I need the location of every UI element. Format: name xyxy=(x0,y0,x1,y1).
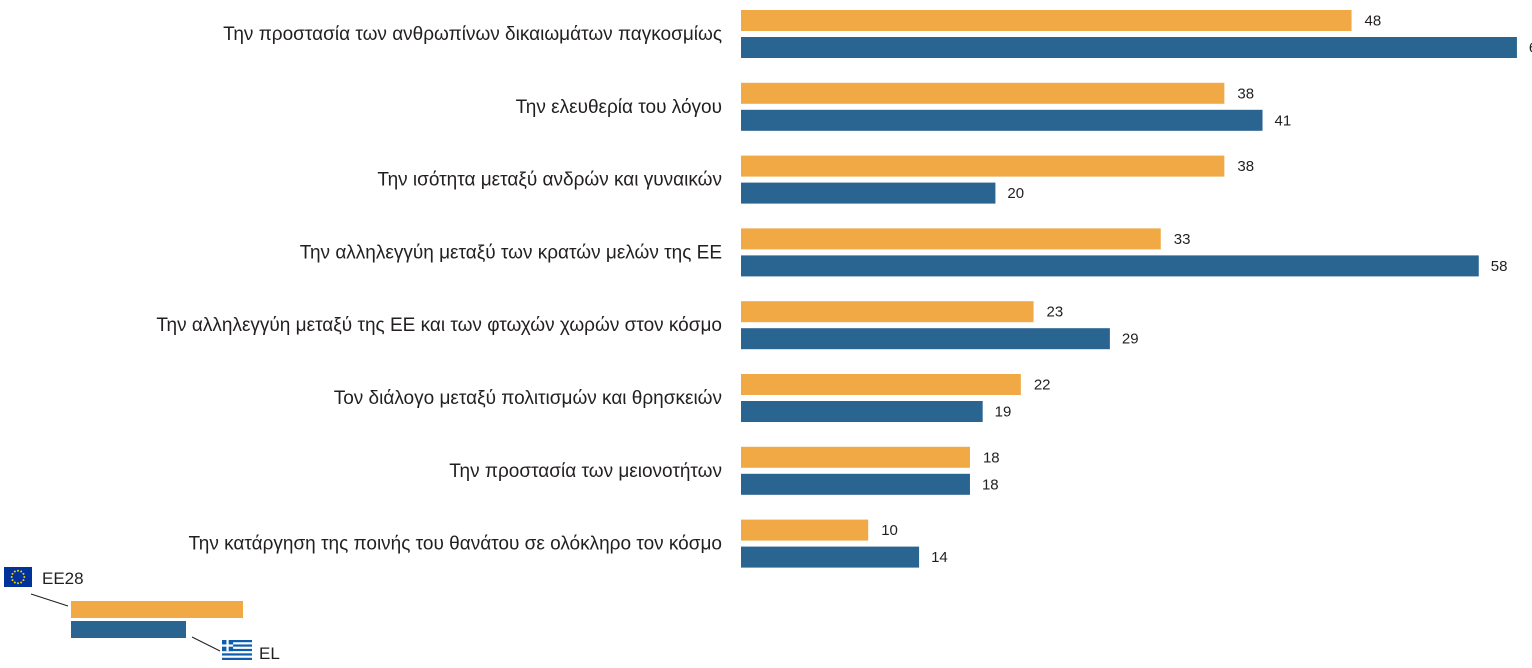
greek-flag-stripe xyxy=(222,644,252,647)
bar-el xyxy=(741,182,996,204)
bar-ee28 xyxy=(741,519,869,541)
bar-ee28 xyxy=(741,446,970,468)
eu-flag-star xyxy=(20,581,23,584)
bar-ee28 xyxy=(741,301,1034,323)
bar-el xyxy=(741,473,970,495)
eu-flag-icon xyxy=(4,567,32,587)
eu-flag-star xyxy=(23,576,26,578)
category-label: Τον διάλογο μεταξύ πολιτισμών και θρησκε… xyxy=(334,388,722,409)
bar-el xyxy=(741,255,1479,277)
value-label-el: 19 xyxy=(995,404,1012,421)
value-label-ee28: 33 xyxy=(1174,231,1191,248)
bar-el xyxy=(741,546,920,568)
eu-flag-star xyxy=(11,572,14,575)
bar-ee28 xyxy=(741,374,1021,395)
bar-group: Την προστασία των μειονοτήτων 18 18 xyxy=(449,446,1000,495)
category-label: Την προστασία των μειονοτήτων xyxy=(449,461,722,482)
category-label: Την κατάργηση της ποινής του θανάτου σε … xyxy=(189,534,722,555)
legend: ΕΕ28 EL xyxy=(4,567,280,663)
bar-ee28 xyxy=(741,155,1225,177)
value-label-el: 41 xyxy=(1275,112,1292,129)
value-label-ee28: 38 xyxy=(1237,158,1254,175)
bar-group: Την κατάργηση της ποινής του θανάτου σε … xyxy=(189,519,948,568)
category-label: Την ελευθερία του λόγου xyxy=(516,97,722,118)
greek-flag-stripe xyxy=(222,648,252,652)
bar-ee28 xyxy=(741,228,1161,250)
greek-flag-stripe xyxy=(222,640,252,643)
bar-group: Την ελευθερία του λόγου 38 41 xyxy=(516,82,1292,131)
eu-flag-star xyxy=(20,570,23,573)
bar-group: Την ισότητα μεταξύ ανδρών και γυναικών 38… xyxy=(377,155,1254,204)
legend-connector-el xyxy=(191,636,221,652)
eu-flag-star xyxy=(11,579,14,582)
value-label-el: 14 xyxy=(931,549,948,566)
value-label-el: 58 xyxy=(1491,258,1508,275)
value-label-ee28: 10 xyxy=(881,522,898,539)
eu-flag-star xyxy=(10,576,13,578)
category-label: Την αλληλεγγύη μεταξύ της ΕΕ και των φτω… xyxy=(156,315,722,336)
value-label-el: 29 xyxy=(1122,331,1139,348)
bar-ee28 xyxy=(741,10,1352,31)
bar-ee28 xyxy=(741,82,1225,104)
value-label-el: 61 xyxy=(1529,40,1532,57)
value-label-ee28: 38 xyxy=(1237,85,1254,102)
category-label: Την προστασία των ανθρωπίνων δικαιωμάτων… xyxy=(223,24,722,45)
eu-flag-star xyxy=(13,570,16,573)
bar-el xyxy=(741,37,1517,58)
bar-group: Την αλληλεγγύη μεταξύ της ΕΕ και των φτω… xyxy=(156,301,1139,350)
eu-flag-star xyxy=(22,579,25,582)
eu-flag-star xyxy=(13,581,16,584)
legend-swatch-ee28 xyxy=(71,601,243,618)
greek-flag-stripe xyxy=(222,653,252,656)
bar-group: Την προστασία των ανθρωπίνων δικαιωμάτων… xyxy=(223,10,1532,58)
value-label-el: 20 xyxy=(1007,185,1024,202)
eu-flag-star xyxy=(17,582,19,585)
greek-flag-icon xyxy=(222,640,252,660)
bar-el xyxy=(741,401,983,422)
value-label-ee28: 18 xyxy=(983,449,1000,466)
legend-swatch-el xyxy=(71,621,186,638)
greek-flag-cross-v xyxy=(226,640,229,652)
greek-flag-stripe xyxy=(222,657,252,660)
category-label: Την ισότητα μεταξύ ανδρών και γυναικών xyxy=(377,170,722,191)
value-label-ee28: 23 xyxy=(1047,304,1064,321)
eu-flag-field xyxy=(4,567,32,587)
value-label-el: 18 xyxy=(982,476,999,493)
value-label-ee28: 22 xyxy=(1034,377,1051,394)
bar-group: Τον διάλογο μεταξύ πολιτισμών και θρησκε… xyxy=(334,374,1051,422)
legend-label-el: EL xyxy=(259,644,280,663)
category-label: Την αλληλεγγύη μεταξύ των κρατών μελών τ… xyxy=(300,242,722,263)
bar-el xyxy=(741,328,1110,350)
legend-label-ee28: ΕΕ28 xyxy=(42,569,84,588)
legend-connector-ee28 xyxy=(30,593,69,607)
bar-group: Την αλληλεγγύη μεταξύ των κρατών μελών τ… xyxy=(300,228,1508,277)
value-label-ee28: 48 xyxy=(1365,13,1382,30)
eu-flag-star xyxy=(22,572,25,575)
eu-flag-star xyxy=(17,569,19,572)
bar-el xyxy=(741,109,1263,131)
